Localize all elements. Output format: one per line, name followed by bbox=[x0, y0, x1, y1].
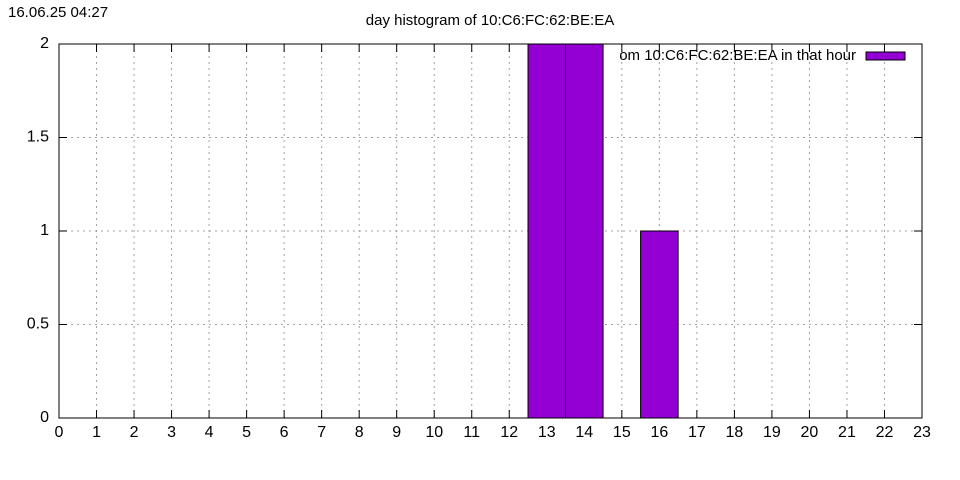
y-tick-label: 2 bbox=[40, 35, 49, 52]
x-tick-label: 18 bbox=[725, 424, 743, 441]
y-tick-label: 1.5 bbox=[27, 129, 49, 146]
x-tick-label: 12 bbox=[500, 424, 518, 441]
x-tick-label: 22 bbox=[876, 424, 894, 441]
x-tick-label: 21 bbox=[838, 424, 856, 441]
y-tick-label: 1 bbox=[40, 222, 49, 239]
x-tick-label: 2 bbox=[130, 424, 139, 441]
bar bbox=[640, 230, 679, 419]
x-tick-label: 4 bbox=[205, 424, 214, 441]
x-tick-label: 16 bbox=[650, 424, 668, 441]
x-tick-label: 13 bbox=[538, 424, 556, 441]
x-tick-label: 1 bbox=[92, 424, 101, 441]
x-tick-label: 7 bbox=[317, 424, 326, 441]
x-tick-label: 20 bbox=[801, 424, 819, 441]
x-tick-label: 3 bbox=[167, 424, 176, 441]
x-tick-label: 17 bbox=[688, 424, 706, 441]
x-tick-label: 15 bbox=[613, 424, 631, 441]
legend-swatch bbox=[865, 51, 906, 61]
y-tick-label: 0.5 bbox=[27, 316, 49, 333]
x-tick-label: 14 bbox=[575, 424, 593, 441]
x-tick-label: 8 bbox=[355, 424, 364, 441]
bar bbox=[565, 43, 604, 419]
chart-title: day histogram of 10:C6:FC:62:BE:EA bbox=[366, 12, 614, 29]
x-tick-label: 9 bbox=[392, 424, 401, 441]
x-tick-label: 23 bbox=[913, 424, 931, 441]
x-tick-label: 6 bbox=[280, 424, 289, 441]
x-tick-label: 10 bbox=[425, 424, 443, 441]
bar bbox=[527, 43, 567, 419]
legend-label: om 10:C6:FC:62:BE:EA in that hour bbox=[619, 47, 856, 64]
x-tick-label: 5 bbox=[242, 424, 251, 441]
x-tick-label: 0 bbox=[55, 424, 64, 441]
x-tick-label: 19 bbox=[763, 424, 781, 441]
plot-border bbox=[58, 43, 923, 419]
x-tick-label: 11 bbox=[463, 424, 480, 441]
y-tick-label: 0 bbox=[40, 409, 49, 426]
timestamp: 16.06.25 04:27 bbox=[8, 4, 108, 21]
